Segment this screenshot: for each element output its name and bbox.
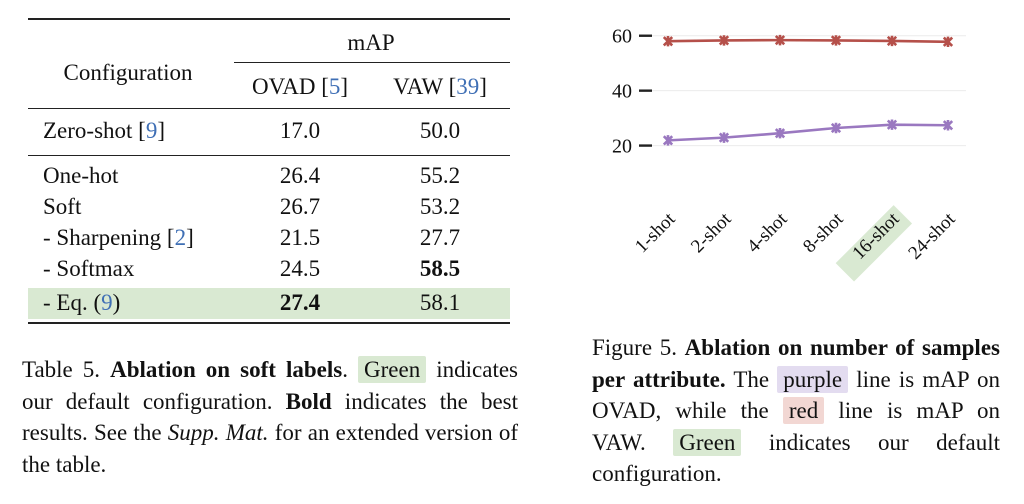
point-ovad-4-shot [774,128,786,139]
green-legend-chip: Green [358,356,427,383]
table-top-rule [28,18,510,20]
figure-caption-title: Ablation on number of samples per attrib… [592,335,1000,392]
point-ovad-16-shot [886,119,898,130]
x-tick-label-2-shot: 2-shot [687,208,736,257]
citation-sharpening[interactable]: 2 [174,225,187,250]
series-line-vaw [667,38,949,44]
row-sharpening-label: - Sharpening [2] [43,225,194,250]
row-eq-ovad: 27.4 [279,290,321,315]
point-vaw-24-shot [942,36,954,47]
point-ovad-1-shot [662,135,674,146]
row-sharpening-vaw: 27.7 [419,225,461,250]
point-vaw-4-shot [774,34,786,46]
x-tick-label-4-shot: 4-shot [743,208,792,257]
shots-ablation-chart: 20 40 60 1-shot 2-shot 4-shot 8-shot 16-shot 24… [612,26,966,282]
row-eq-vaw: 58.1 [419,290,461,315]
header-vaw: VAW [39] [393,74,487,99]
row-soft-vaw: 53.2 [419,194,461,219]
point-vaw-2-shot [718,35,730,46]
point-vaw-1-shot [662,36,674,47]
point-ovad-8-shot [830,122,842,134]
purple-legend-chip: purple [777,365,849,393]
row-one-hot-ovad: 26.4 [279,163,321,188]
row-eq-label: - Eq. (9) [43,290,121,315]
row-softmax-label: - Softmax [43,256,135,281]
x-axis: 1-shot 2-shot 4-shot 8-shot 16-shot 24-shot [631,205,960,282]
row-softmax-ovad: 24.5 [279,256,321,281]
row-zero-shot-vaw: 50.0 [419,118,461,143]
x-tick-label-1-shot: 1-shot [631,208,680,257]
row-soft-ovad: 26.7 [279,194,321,219]
point-vaw-16-shot [886,35,898,47]
table-bottom-rule [28,322,510,324]
x-label-highlight [835,205,913,282]
series-line-ovad [667,123,949,142]
point-vaw-8-shot [830,35,842,46]
row-zero-shot-ovad: 17.0 [279,118,321,143]
citation-zero-shot[interactable]: 9 [145,118,158,143]
midrule [28,155,510,156]
header-map: mAP [347,30,395,55]
header-bottom-rule [28,108,510,109]
point-ovad-2-shot [718,132,730,143]
chart-grid [650,35,966,147]
row-sharpening-ovad: 21.5 [279,225,321,250]
y-tick-label-20: 20 [612,136,632,158]
row-one-hot-vaw: 55.2 [419,163,461,188]
figure-caption: Figure 5. Ablation on number of samples … [592,335,1001,486]
row-soft-label: Soft [43,194,82,219]
default-config-highlight [28,288,510,319]
citation-vaw[interactable]: 39 [456,74,480,99]
table-caption-title: Ablation on soft labels [110,357,343,382]
citation-eq[interactable]: 9 [101,290,113,315]
x-tick-label-8-shot: 8-shot [799,208,848,257]
y-axis: 20 40 60 [612,26,652,158]
header-ovad: OVAD [5] [251,74,349,99]
header-configuration: Configuration [63,60,193,85]
table-caption: Table 5. Ablation on soft labels. Green … [22,356,519,477]
row-softmax-vaw: 58.5 [419,256,461,281]
citation-ovad[interactable]: 5 [328,74,341,99]
row-one-hot-label: One-hot [43,163,119,188]
chart-series [662,34,954,146]
header-map-rule [234,62,510,63]
green-legend-chip-figure: Green [673,428,742,456]
red-legend-chip: red [782,397,825,424]
y-tick-label-40: 40 [612,81,632,103]
row-zero-shot-label: Zero-shot [9] [43,118,166,143]
point-ovad-24-shot [942,120,954,131]
x-tick-label-24-shot: 24-shot [904,208,960,264]
y-tick-label-60: 60 [612,26,632,48]
